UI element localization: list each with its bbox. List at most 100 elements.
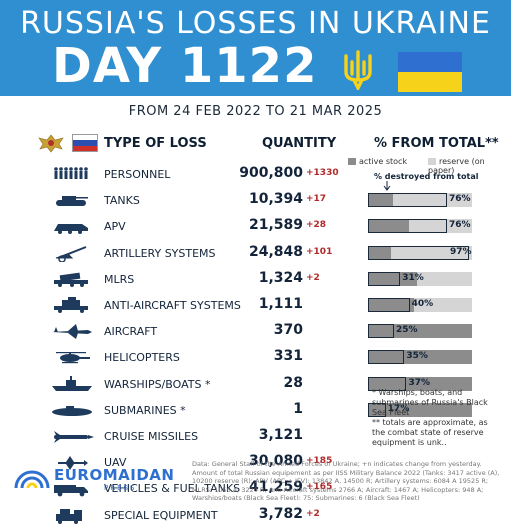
special-equipment-icon (56, 508, 82, 524)
row-label: SUBMARINES * (104, 403, 186, 417)
row-label: MLRS (104, 272, 135, 286)
row-quantity: 3,121 (258, 427, 303, 443)
destroyed-outline (368, 298, 410, 312)
active-stock-bar (368, 193, 393, 208)
table-row: APV 21,589 +28 76% (0, 214, 511, 240)
active-stock-bar (368, 324, 472, 339)
row-label: AIRCRAFT (104, 325, 158, 339)
destroyed-outline (368, 271, 401, 286)
row-label: VEHICLES & FUEL TANKS (104, 482, 241, 496)
row-quantity: 30,080 (248, 453, 303, 470)
helicopter-icon (56, 352, 90, 364)
destroyed-outline (368, 219, 448, 234)
row-label: TANKS (104, 194, 140, 208)
artillery-icon (55, 245, 87, 262)
row-quantity: 331 (273, 348, 303, 365)
row-change: +2 (306, 272, 320, 283)
active-stock-bar (368, 219, 409, 234)
percent-label: 25% (396, 325, 418, 336)
percent-bar: 17% (368, 402, 472, 417)
row-label: ARTILLERY SYSTEMS (104, 246, 216, 260)
row-quantity: 900,800 (239, 165, 303, 181)
active-stock-bar (368, 298, 414, 312)
uav-icon (58, 456, 88, 471)
percent-bar: 40% (368, 298, 472, 312)
ukraine-trident-icon (344, 50, 372, 90)
percent-bar: 25% (368, 324, 472, 339)
destroyed-outline (368, 376, 407, 391)
row-change: +1330 (306, 168, 339, 178)
reserve-stock-bar (368, 245, 472, 260)
table-row: WARSHIPS/BOATS * 28 37% (0, 372, 511, 398)
warship-icon (52, 375, 92, 391)
row-quantity: 3,782 (258, 505, 303, 522)
percent-label: 76% (449, 194, 471, 205)
footnote-1: * Warships, boats, and submarines of Rus… (372, 388, 488, 417)
aircraft-icon (52, 324, 92, 340)
arrow-down-icon (383, 181, 391, 191)
row-quantity: 28 (283, 374, 303, 391)
logo-name: EUROMAIDAN (54, 466, 175, 484)
table-row: MLRS 1,324 +2 31% (0, 267, 511, 293)
row-change: +2 (306, 508, 320, 519)
row-change: +17 (306, 194, 327, 205)
anti-aircraft-icon (54, 297, 88, 313)
percent-label: 40% (411, 299, 434, 309)
title-line-2: DAY 1122 (52, 38, 318, 94)
column-header-type: TYPE OF LOSS (104, 136, 207, 151)
row-change: +28 (306, 220, 327, 231)
footnote-2: ** totals are approximate, as the combat… (372, 418, 488, 447)
percent-bar: 97% (368, 245, 472, 260)
row-change: +165 (306, 482, 333, 493)
active-stock-bar (368, 376, 472, 391)
percent-bar: 76% (368, 219, 472, 234)
legend-destroyed: % destroyed from total (374, 172, 479, 181)
vehicle-icon (54, 485, 88, 497)
russian-emblem-icon (38, 134, 64, 153)
russia-flag-icon (72, 134, 98, 152)
date-range: FROM 24 FEB 2022 TO 21 MAR 2025 (128, 104, 383, 119)
table-row: CRUISE MISSILES 3,121 (0, 424, 511, 450)
percent-label: 31% (402, 272, 424, 283)
row-change: +101 (306, 246, 333, 257)
destroyed-outline (368, 245, 469, 260)
row-quantity: 10,394 (248, 191, 303, 208)
table-row: HELICOPTERS 331 35% (0, 345, 511, 371)
table-row: SUBMARINES * 1 17% (0, 398, 511, 424)
destroyed-outline (368, 324, 394, 339)
percent-label: 17% (387, 403, 410, 414)
cruise-missile-icon (54, 431, 94, 443)
footnotes: * Warships, boats, and submarines of Rus… (372, 388, 502, 448)
percent-bar: 31% (368, 271, 472, 286)
percent-label: 37% (408, 377, 431, 388)
table-row: ANTI-AIRCRAFT SYSTEMS 1,111 40% (0, 293, 511, 319)
percent-label: 97% (450, 246, 472, 257)
tank-icon (56, 196, 88, 207)
table-row: PERSONNEL 900,800 +1330 (0, 162, 511, 188)
active-stock-bar (368, 271, 417, 286)
row-label: APV (104, 220, 126, 234)
reserve-stock-bar (368, 193, 472, 208)
title-banner: RUSSIA'S LOSSES IN UKRAINE DAY 1122 (0, 0, 511, 96)
legend-active: active stock (348, 157, 407, 166)
legend-reserve-swatch (428, 158, 436, 165)
logo-sub: PRESS (104, 484, 137, 492)
active-stock-bar (368, 402, 472, 417)
row-quantity: 370 (273, 322, 303, 339)
percent-bar: 35% (368, 350, 472, 365)
mlrs-icon (54, 272, 88, 287)
data-source: Data: General Staff of the Armed Forces … (192, 460, 500, 500)
euromaidan-logo-icon (14, 470, 50, 489)
percent-bar: 76% (368, 193, 472, 208)
active-stock-bar (368, 350, 472, 365)
destroyed-outline (368, 350, 405, 365)
percent-label: 35% (406, 351, 428, 362)
table-row: ARTILLERY SYSTEMS 24,848 +101 97% (0, 241, 511, 267)
row-label: ANTI-AIRCRAFT SYSTEMS (104, 299, 241, 312)
percent-label: 76% (449, 220, 471, 231)
percent-bar: 37% (368, 376, 472, 391)
row-quantity: 24,848 (248, 243, 303, 260)
row-change: +185 (306, 456, 333, 467)
destroyed-outline (368, 402, 386, 417)
ukraine-flag-icon (398, 52, 462, 92)
